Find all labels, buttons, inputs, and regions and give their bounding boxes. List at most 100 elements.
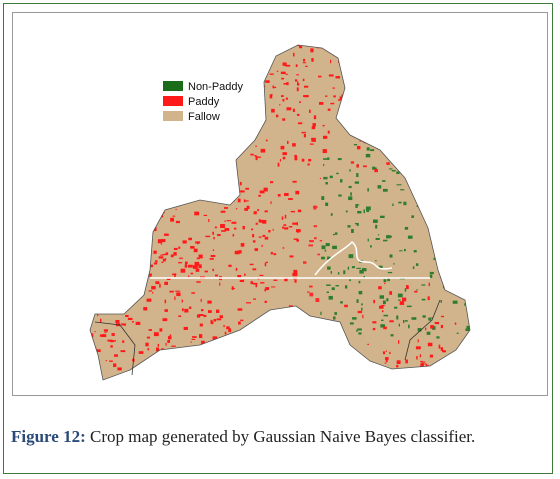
map-pixel	[298, 101, 301, 103]
map-pixel	[297, 229, 299, 233]
map-pixel	[330, 59, 332, 64]
map-pixel	[372, 327, 376, 331]
map-pixel	[250, 281, 253, 285]
map-pixel	[389, 254, 393, 258]
map-pixel	[268, 229, 271, 233]
map-pixel	[173, 252, 177, 256]
map-pixel	[429, 274, 433, 278]
map-pixel	[282, 62, 287, 66]
map-pixel	[270, 251, 273, 255]
map-pixel	[416, 205, 419, 208]
map-pixel	[299, 45, 303, 49]
map-pixel	[191, 338, 196, 340]
map-pixel	[240, 319, 244, 322]
map-pixel	[264, 210, 268, 213]
map-pixel	[99, 318, 102, 323]
map-pixel	[433, 257, 436, 260]
map-pixel	[213, 318, 217, 322]
map-pixel	[344, 285, 348, 289]
map-pixel	[237, 198, 241, 203]
map-pixel	[402, 297, 407, 302]
map-pixel	[387, 271, 393, 274]
map-pixel	[252, 282, 258, 285]
map-pixel	[149, 275, 152, 277]
map-pixel	[438, 344, 441, 349]
map-pixel	[374, 168, 378, 173]
map-pixel	[252, 268, 257, 271]
map-pixel	[292, 222, 298, 225]
map-pixel	[403, 319, 405, 324]
map-pixel	[192, 265, 198, 269]
map-pixel	[325, 242, 330, 247]
map-pixel	[224, 207, 229, 209]
map-pixel	[280, 71, 286, 75]
map-pixel	[198, 254, 203, 259]
map-pixel	[382, 351, 386, 355]
map-pixel	[356, 145, 361, 150]
map-pixel	[180, 268, 186, 273]
map-pixel	[330, 213, 333, 216]
map-pixel	[396, 184, 402, 186]
map-pixel	[279, 159, 282, 162]
map-pixel	[454, 322, 457, 325]
map-pixel	[355, 203, 358, 208]
map-pixel	[282, 226, 285, 229]
map-pixel	[264, 262, 267, 267]
map-pixel	[182, 240, 187, 244]
map-pixel	[240, 190, 245, 193]
map-pixel	[94, 331, 96, 333]
map-pixel	[428, 317, 432, 321]
map-pixel	[174, 273, 176, 278]
map-pixel	[404, 288, 407, 292]
map-pixel	[261, 244, 263, 248]
map-pixel	[151, 286, 156, 290]
map-pixel	[301, 131, 307, 134]
map-pixel	[322, 149, 327, 154]
map-pixel	[165, 252, 169, 255]
map-pixel	[167, 336, 172, 340]
map-pixel	[375, 237, 380, 240]
map-pixel	[421, 284, 426, 286]
map-pixel	[393, 263, 395, 265]
map-pixel	[269, 181, 274, 184]
map-pixel	[194, 211, 200, 216]
map-pixel	[204, 270, 208, 273]
map-pixel	[375, 224, 378, 229]
map-pixel	[231, 286, 234, 290]
map-pixel	[366, 209, 370, 213]
map-pixel	[383, 326, 387, 330]
map-pixel	[239, 279, 244, 283]
map-pixel	[313, 205, 317, 210]
map-pixel	[326, 284, 331, 286]
map-pixel	[308, 109, 311, 113]
map-pixel	[255, 145, 257, 147]
map-pixel	[294, 154, 297, 157]
map-pixel	[429, 271, 434, 275]
map-pixel	[334, 312, 337, 315]
map-pixel	[367, 238, 369, 242]
map-pixel	[162, 258, 166, 262]
map-pixel	[208, 218, 210, 222]
map-pixel	[327, 108, 331, 111]
map-pixel	[389, 320, 394, 323]
map-pixel	[414, 290, 418, 293]
map-pixel	[372, 321, 377, 324]
map-pixel	[311, 57, 314, 62]
map-pixel	[184, 308, 189, 313]
map-pixel	[271, 108, 275, 113]
map-pixel	[147, 273, 152, 276]
map-pixel	[327, 130, 330, 134]
map-pixel	[349, 322, 354, 325]
map-pixel	[190, 245, 195, 249]
map-pixel	[353, 143, 358, 146]
map-pixel	[331, 287, 335, 291]
map-pixel	[297, 122, 302, 125]
map-pixel	[334, 232, 338, 235]
map-pixel	[277, 194, 281, 197]
map-pixel	[167, 339, 171, 343]
map-pixel	[215, 309, 220, 313]
map-pixel	[413, 250, 417, 253]
map-pixel	[188, 237, 192, 241]
caption: Figure 12: Crop map generated by Gaussia…	[11, 425, 549, 448]
